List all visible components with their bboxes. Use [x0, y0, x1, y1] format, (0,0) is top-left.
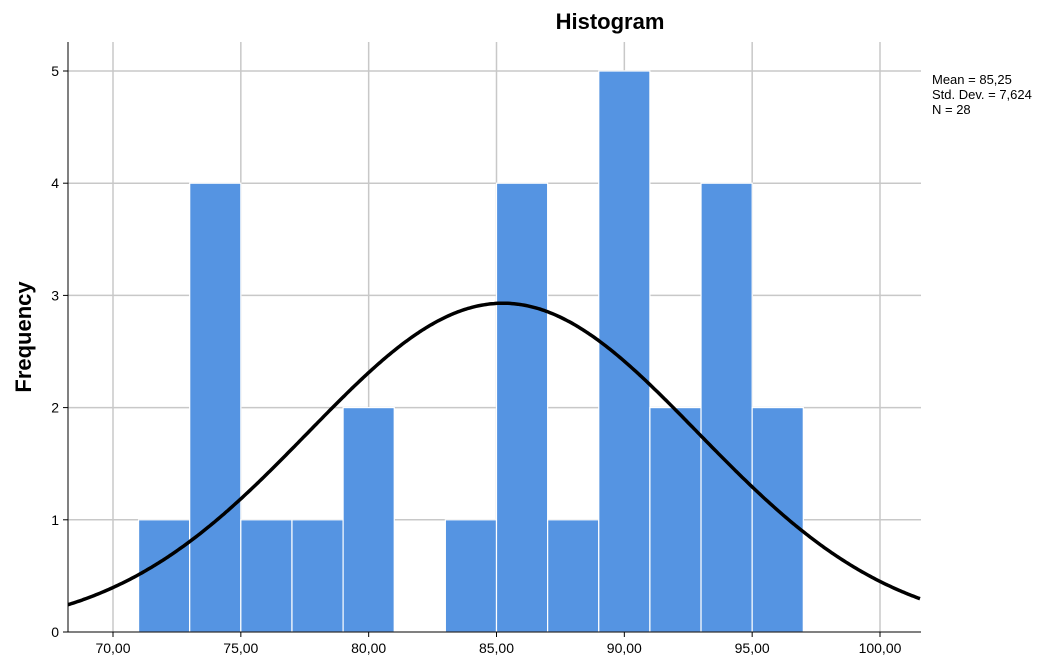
stat-mean: Mean = 85,25	[932, 72, 1012, 87]
y-axis-ticks: 0 1 2 3 4 5	[51, 63, 68, 640]
x-tick-label-0: 70,00	[95, 640, 130, 656]
histogram-bar-0	[137, 519, 191, 633]
stat-std-dev: Std. Dev. = 7,624	[932, 87, 1032, 102]
x-tick-label-6: 100,00	[859, 640, 902, 656]
histogram-bar-10	[649, 407, 702, 633]
y-tick-label-2: 2	[51, 400, 59, 416]
y-tick-label-4: 4	[51, 175, 59, 191]
histogram-bar-4	[342, 407, 395, 633]
y-tick-label-5: 5	[51, 63, 59, 79]
normal-curve	[67, 301, 921, 607]
x-tick-label-4: 90,00	[607, 640, 642, 656]
histogram-bar-12	[751, 407, 804, 633]
histogram-bar-9	[598, 70, 651, 633]
y-tick-label-1: 1	[51, 512, 59, 528]
histogram-bars	[137, 70, 804, 633]
histogram-bar-1	[189, 182, 242, 633]
x-tick-label-5: 95,00	[735, 640, 770, 656]
histogram-bar-8	[547, 519, 600, 633]
x-tick-label-3: 85,00	[479, 640, 514, 656]
x-tick-label-2: 80,00	[351, 640, 386, 656]
histogram-bar-7	[495, 182, 549, 633]
histogram-bar-6	[444, 519, 498, 633]
y-tick-label-3: 3	[51, 287, 59, 303]
stat-n: N = 28	[932, 102, 971, 117]
histogram-bar-11	[700, 182, 753, 633]
y-axis-label: Frequency	[11, 281, 36, 393]
x-axis-ticks: 70,00 75,00 80,00 85,00 90,00 95,00 100,00	[95, 632, 902, 656]
chart-title: Histogram	[556, 9, 665, 34]
histogram-bar-2	[240, 519, 293, 633]
y-tick-label-0: 0	[51, 624, 59, 640]
x-tick-label-1: 75,00	[223, 640, 258, 656]
histogram-bar-3	[291, 519, 344, 633]
stats-legend: Mean = 85,25 Std. Dev. = 7,624 N = 28	[932, 72, 1032, 117]
